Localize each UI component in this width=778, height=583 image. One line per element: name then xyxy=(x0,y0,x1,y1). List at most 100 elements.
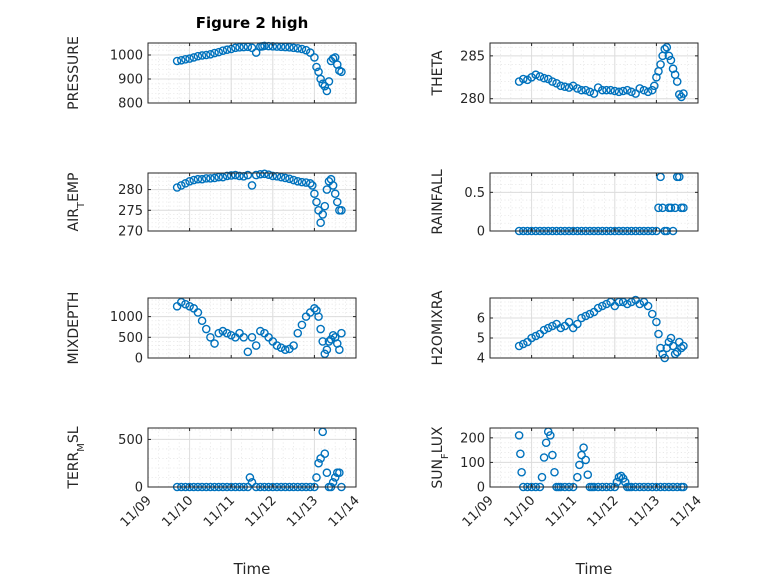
data-point xyxy=(573,472,582,482)
data-point xyxy=(539,73,549,83)
axes-box xyxy=(489,42,699,104)
data-point xyxy=(201,50,211,60)
data-point xyxy=(310,189,319,199)
data-point xyxy=(235,171,244,181)
y-tick-label: 0.5 xyxy=(464,186,485,201)
data-point xyxy=(222,171,232,181)
data-point xyxy=(666,55,676,65)
data-point xyxy=(585,309,595,319)
data-point xyxy=(326,335,336,344)
data-point xyxy=(335,468,344,478)
data-point xyxy=(181,299,190,309)
figure-title: Figure 2 high xyxy=(196,14,309,32)
data-point xyxy=(620,477,630,487)
data-point xyxy=(674,90,684,99)
y-tick-label: 0 xyxy=(477,225,485,240)
data-point xyxy=(185,54,194,63)
data-point xyxy=(218,326,228,336)
data-point xyxy=(214,172,224,182)
data-point xyxy=(285,43,294,52)
data-point xyxy=(581,85,590,95)
y-tick-label: 0 xyxy=(477,481,485,496)
data-point xyxy=(210,173,219,183)
data-point xyxy=(214,328,224,338)
data-point xyxy=(548,321,557,331)
x-axis-label-right: Time xyxy=(575,560,613,578)
data-point xyxy=(577,85,586,95)
data-point xyxy=(312,62,321,72)
data-point xyxy=(581,455,590,465)
data-point xyxy=(518,339,528,349)
data-point xyxy=(643,301,653,311)
data-point xyxy=(293,328,303,338)
x-tick-label: 11/14 xyxy=(326,493,363,530)
data-point xyxy=(243,170,253,180)
y-tick-label: 285 xyxy=(460,49,485,64)
data-point xyxy=(297,177,307,187)
data-point xyxy=(189,175,199,185)
data-point xyxy=(293,43,303,53)
data-point xyxy=(226,330,236,340)
x-tick-label: 11/13 xyxy=(626,493,663,530)
data-point xyxy=(247,43,257,53)
data-point xyxy=(310,304,319,313)
y-tick-label: 100 xyxy=(460,456,485,471)
data-point xyxy=(172,183,182,192)
data-point xyxy=(280,173,290,183)
data-point xyxy=(222,328,232,338)
data-point xyxy=(631,89,640,98)
x-tick-label: 11/12 xyxy=(585,493,622,530)
y-tick-label: 5 xyxy=(477,332,485,347)
data-point xyxy=(535,72,545,81)
data-point xyxy=(598,301,607,311)
data-point xyxy=(314,458,323,468)
subplot-pressure: 800 900 1000 PRESSURE xyxy=(66,36,357,112)
data-point xyxy=(330,473,340,482)
x-tick-label: 11/13 xyxy=(284,493,321,530)
data-point xyxy=(193,308,203,317)
data-point xyxy=(589,89,599,98)
data-point xyxy=(210,339,219,348)
data-point xyxy=(679,89,688,98)
data-point xyxy=(312,473,321,482)
data-point xyxy=(518,74,528,84)
data-point xyxy=(564,83,574,92)
y-axis-label: H2OMIXRA xyxy=(430,290,446,365)
x-tick-label: 11/10 xyxy=(159,493,196,530)
data-point xyxy=(546,431,555,440)
data-point xyxy=(627,87,636,97)
subplot-terr-msl: 0 500 TERRMSL 11/09 11/10 11/11 11/12 11/13 11/1… xyxy=(66,426,363,530)
data-point xyxy=(256,326,265,336)
y-axis-label: PRESSURE xyxy=(66,36,82,110)
data-point xyxy=(247,181,257,190)
data-point xyxy=(537,472,547,482)
data-point xyxy=(602,299,611,309)
data-point xyxy=(318,337,328,346)
y-tick-label: 280 xyxy=(460,92,485,107)
data-point xyxy=(622,299,632,309)
data-point xyxy=(672,77,682,86)
data-point xyxy=(305,179,315,188)
axes-box xyxy=(147,297,357,359)
data-point xyxy=(318,210,328,219)
data-point xyxy=(201,174,211,183)
data-point xyxy=(658,203,667,213)
x-axis-label-left: Time xyxy=(233,560,271,578)
y-tick-label: 4 xyxy=(477,352,485,367)
data-point xyxy=(328,330,338,340)
data-point xyxy=(316,74,325,84)
data-point xyxy=(316,218,325,228)
data-point xyxy=(176,297,186,307)
x-tick-label: 11/11 xyxy=(543,493,580,530)
data-point xyxy=(614,87,624,97)
data-point xyxy=(335,345,344,355)
data-point xyxy=(516,449,525,459)
data-point xyxy=(573,84,582,93)
data-point xyxy=(276,172,286,182)
data-point xyxy=(297,320,307,330)
data-point xyxy=(301,45,311,55)
data-point xyxy=(324,77,334,86)
data-point xyxy=(251,170,261,180)
y-tick-label: 1000 xyxy=(110,49,143,64)
